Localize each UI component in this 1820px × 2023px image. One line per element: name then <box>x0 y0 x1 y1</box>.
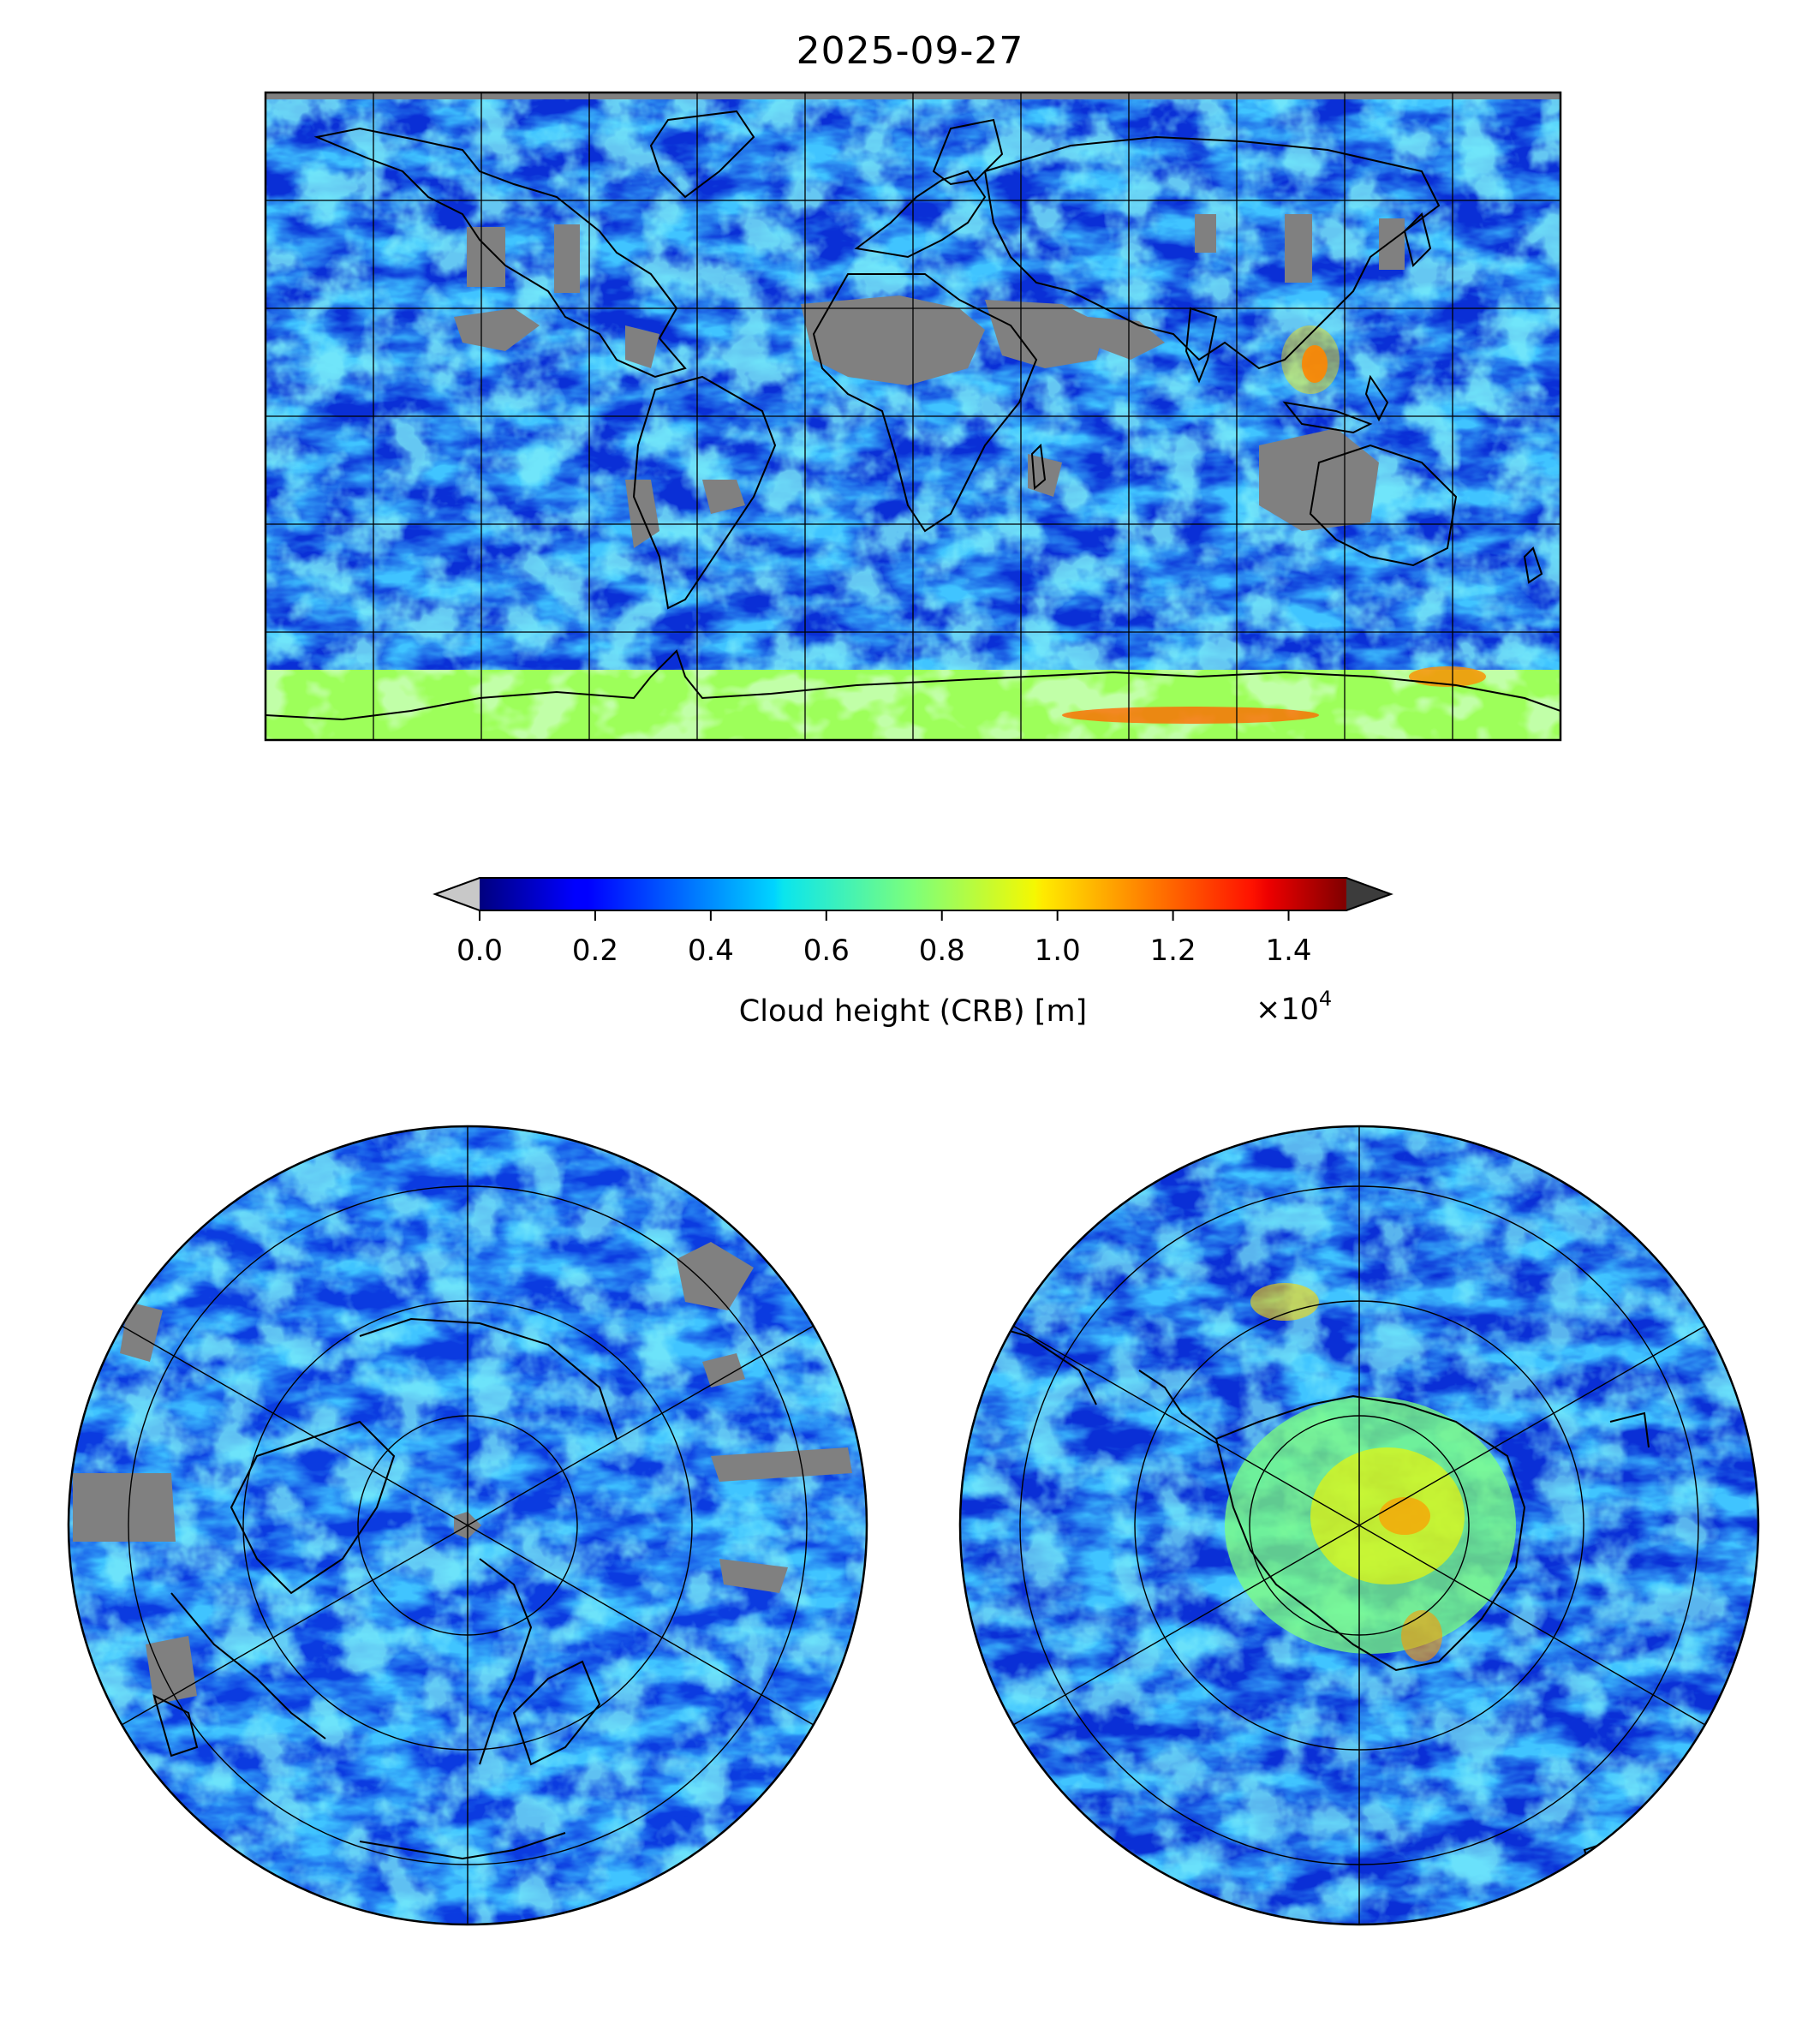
global-map-frame <box>264 91 1562 742</box>
tropical-hotspot <box>1302 345 1328 383</box>
colorbar-tick-label: 0.4 <box>688 934 734 968</box>
south-polar-frame <box>958 1125 1760 1926</box>
colorbar-ticks: 0.0 0.2 0.4 0.6 0.8 1.0 1.2 1.4 <box>456 910 1312 968</box>
colorbar-label: Cloud height (CRB) [m] <box>739 994 1087 1029</box>
colorbar-tick-label: 1.0 <box>1035 934 1081 968</box>
north-polar-frame <box>67 1125 868 1926</box>
global-coastlines <box>266 110 1560 721</box>
south-polar-map <box>960 1126 1758 1925</box>
figure-title: 2025-09-27 <box>796 29 1024 73</box>
north-coastlines <box>152 1317 618 1860</box>
colorbar-gradient <box>480 878 1346 910</box>
colorbar-tick-label: 0.2 <box>572 934 618 968</box>
south-graticule <box>1012 1126 1706 1925</box>
colorbar: 0.0 0.2 0.4 0.6 0.8 1.0 1.2 1.4 Cloud height (C… <box>433 877 1393 1029</box>
colorbar-tick-label: 0.8 <box>919 934 965 968</box>
antarctic-peak <box>1062 707 1319 724</box>
north-graticule <box>121 1126 815 1925</box>
north-no-data <box>73 1242 852 1704</box>
colorbar-multiplier: ×104 <box>1256 987 1332 1027</box>
global-map <box>266 92 1560 740</box>
colorbar-tick-label: 0.6 <box>803 934 850 968</box>
north-polar-map <box>69 1126 867 1925</box>
colorbar-tick-label: 1.4 <box>1265 934 1311 968</box>
colorbar-under-arrow <box>435 878 480 910</box>
global-graticule <box>266 92 1560 740</box>
colorbar-over-arrow <box>1346 878 1391 910</box>
colorbar-tick-label: 0.0 <box>456 934 503 968</box>
colorbar-tick-label: 1.2 <box>1150 934 1196 968</box>
